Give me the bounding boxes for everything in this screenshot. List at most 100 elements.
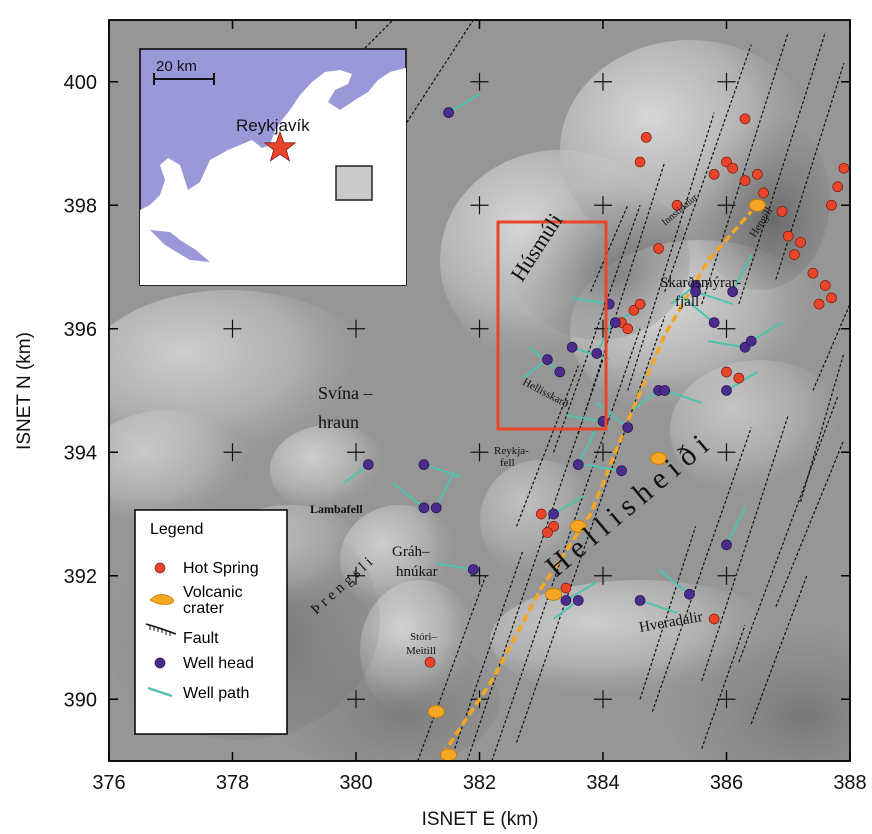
x-tick-label: 380 — [339, 772, 372, 794]
fault-line — [553, 205, 641, 453]
well-path — [731, 254, 753, 293]
well-path — [664, 389, 703, 404]
hot-spring-marker — [813, 298, 825, 310]
hot-spring-marker — [640, 131, 652, 143]
grid-cross — [594, 443, 612, 462]
well-path — [435, 470, 456, 509]
well-path — [436, 562, 474, 571]
well-head-marker — [721, 385, 732, 396]
hot-spring-marker — [752, 169, 763, 180]
well-head-marker — [727, 286, 739, 298]
legend-well-head-label: Well head — [183, 655, 254, 672]
well-head-marker — [554, 366, 566, 378]
grid-cross — [594, 690, 612, 709]
well-head-marker — [745, 335, 757, 347]
grid-cross — [347, 566, 365, 585]
fault-line — [812, 303, 850, 391]
legend-box — [134, 509, 288, 735]
fault-line — [738, 396, 839, 663]
crater-marker — [545, 587, 563, 601]
fault-line — [750, 575, 808, 725]
hot-spring-marker — [653, 243, 664, 254]
volcanic-craters — [427, 198, 766, 761]
legend-well-path-symbol — [147, 686, 173, 698]
fault-line — [466, 359, 604, 761]
fault-lines — [318, 20, 850, 761]
place-stori-1: Stóri– — [410, 631, 437, 643]
fault-line — [417, 575, 487, 761]
crater-marker — [427, 705, 445, 719]
well-head-marker — [690, 286, 701, 298]
y-axis-label: ISNET N (km) — [14, 332, 35, 450]
legend-well-path-label: Well path — [183, 685, 249, 702]
hot-spring-marker — [671, 199, 683, 211]
well-head-marker — [363, 459, 374, 470]
well-head-marker — [634, 595, 646, 606]
inset-scale-label: 20 km — [156, 58, 197, 75]
well-path — [553, 494, 585, 515]
fault-line — [590, 205, 629, 292]
hot-spring-marker — [708, 613, 720, 625]
well-path — [392, 482, 425, 509]
legend-fault-label: Fault — [183, 630, 219, 647]
x-axis-label: ISNET E (km) — [422, 809, 539, 830]
axis-ticks — [108, 20, 851, 761]
inset-bay — [150, 230, 210, 262]
grid-cross — [717, 690, 736, 709]
hot-spring-marker — [634, 156, 646, 168]
y-tick-labels: 390 392 394 396 398 400 — [64, 72, 97, 712]
well-path — [725, 507, 746, 546]
hot-spring-marker — [758, 187, 769, 199]
x-tick-label: 382 — [463, 772, 496, 794]
hot-spring-marker — [826, 292, 837, 304]
hot-spring-marker — [826, 199, 837, 211]
grid-cross — [223, 443, 242, 462]
well-head-marker — [659, 385, 671, 396]
crater-marker — [440, 748, 458, 761]
legend: Legend Hot Spring Volcanic crater Fault … — [134, 509, 288, 735]
well-head-marker — [542, 354, 553, 365]
fault-line — [701, 415, 789, 681]
place-lambafell: Lambafell — [310, 502, 363, 516]
well-path — [565, 414, 604, 423]
legend-fault-symbol — [145, 623, 177, 636]
hot-spring-marker — [739, 175, 751, 186]
grid-cross — [347, 443, 365, 462]
grid-cross — [223, 319, 242, 338]
x-tick-label: 388 — [833, 772, 866, 794]
well-head-marker — [609, 317, 621, 328]
hot-spring-marker — [424, 656, 436, 668]
well-path — [596, 402, 629, 429]
y-tick-label: 396 — [64, 319, 97, 341]
legend-crater-label-2: crater — [183, 600, 225, 617]
x-tick-labels: 376 378 380 382 384 386 388 — [92, 772, 866, 794]
grid-cross — [717, 443, 736, 462]
fault-line — [701, 32, 789, 305]
fault-line — [651, 427, 752, 712]
fault-line — [577, 161, 666, 434]
hot-spring-marker — [727, 162, 739, 174]
well-path — [584, 463, 622, 472]
legend-hot-spring-symbol — [154, 562, 166, 574]
fault-line — [392, 20, 474, 144]
legend-crater-symbol — [149, 594, 174, 605]
hot-spring-marker — [542, 527, 553, 538]
place-svina-1: Svína – — [318, 383, 374, 403]
well-path — [657, 568, 691, 596]
well-path — [682, 297, 715, 324]
well-head-marker — [430, 502, 442, 514]
inset-land — [140, 68, 406, 285]
place-stori-2: Meitill — [406, 645, 436, 657]
legend-hot-spring-label: Hot Spring — [183, 560, 259, 577]
well-path — [707, 340, 746, 349]
well-path — [750, 321, 783, 342]
y-tick-label: 390 — [64, 689, 97, 711]
hot-spring-marker — [560, 582, 572, 594]
fault-line — [664, 44, 752, 292]
well-head-marker — [622, 422, 634, 433]
study-area-box — [496, 220, 608, 431]
well-path — [639, 599, 678, 614]
hot-spring-marker — [708, 169, 720, 180]
fault-line — [775, 63, 845, 280]
